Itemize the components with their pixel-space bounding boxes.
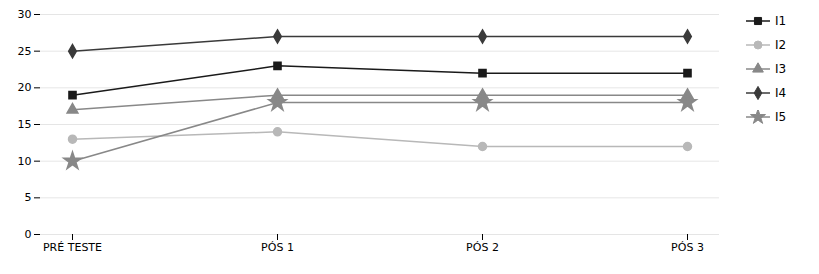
html-text:I1: I1 [775,14,787,28]
html-text:I2: I2 [775,38,787,52]
svg-text:PRÉ TESTE: PRÉ TESTE [43,241,102,254]
svg-text:5: 5 [25,191,32,204]
html-text:I5: I5 [775,110,787,124]
html-text:I4: I4 [775,86,787,100]
svg-text:10: 10 [18,155,32,168]
svg-text:20: 20 [18,81,32,94]
svg-text:15: 15 [18,118,32,131]
svg-text:0: 0 [25,228,32,241]
svg-text:PÓS 1: PÓS 1 [261,241,294,254]
html-text:I3: I3 [775,62,787,76]
svg-text:PÓS 3: PÓS 3 [671,241,704,254]
svg-text:25: 25 [18,45,32,58]
svg-text:PÓS 2: PÓS 2 [466,241,499,254]
svg-text:30: 30 [18,8,32,21]
